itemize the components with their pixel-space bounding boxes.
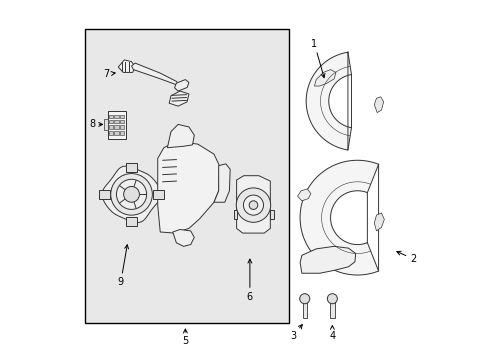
Polygon shape <box>373 97 383 113</box>
Bar <box>114 131 119 135</box>
Bar <box>329 301 334 318</box>
Polygon shape <box>158 141 219 233</box>
Polygon shape <box>314 69 335 86</box>
Polygon shape <box>233 211 237 220</box>
Bar <box>107 111 126 139</box>
Bar <box>109 131 113 135</box>
Polygon shape <box>373 213 384 231</box>
Text: 8: 8 <box>89 120 102 129</box>
Bar <box>120 131 124 135</box>
Bar <box>114 115 119 118</box>
Circle shape <box>243 195 263 215</box>
Bar <box>126 163 137 172</box>
Polygon shape <box>131 63 180 86</box>
Polygon shape <box>297 189 310 201</box>
Polygon shape <box>172 229 194 246</box>
Text: 6: 6 <box>246 259 252 302</box>
Circle shape <box>123 186 139 202</box>
Bar <box>120 115 124 118</box>
Text: 4: 4 <box>328 325 335 341</box>
Bar <box>153 190 163 199</box>
Bar <box>109 120 113 123</box>
Bar <box>120 126 124 129</box>
Polygon shape <box>236 176 270 233</box>
Text: 5: 5 <box>182 329 188 346</box>
Circle shape <box>249 201 257 210</box>
Bar <box>85 30 289 323</box>
Text: 7: 7 <box>103 69 115 79</box>
Bar <box>302 301 306 318</box>
Polygon shape <box>300 160 378 275</box>
Text: 2: 2 <box>396 251 415 264</box>
Text: 1: 1 <box>311 39 324 78</box>
Circle shape <box>116 179 146 210</box>
Polygon shape <box>102 166 161 222</box>
Polygon shape <box>169 91 188 106</box>
Polygon shape <box>270 211 273 220</box>
Polygon shape <box>305 52 351 150</box>
Circle shape <box>299 294 309 304</box>
Bar <box>114 126 119 129</box>
Circle shape <box>326 294 337 304</box>
Polygon shape <box>174 80 188 91</box>
Bar <box>109 126 113 129</box>
Bar <box>114 120 119 123</box>
Polygon shape <box>118 60 135 72</box>
Circle shape <box>236 188 270 222</box>
Bar <box>109 115 113 118</box>
Polygon shape <box>300 246 355 273</box>
Bar <box>99 190 110 199</box>
Bar <box>104 119 107 130</box>
Polygon shape <box>214 164 230 202</box>
Circle shape <box>110 174 152 215</box>
Bar <box>126 217 137 226</box>
Text: 3: 3 <box>289 325 302 341</box>
Polygon shape <box>167 125 194 148</box>
Bar <box>120 120 124 123</box>
Text: 9: 9 <box>118 245 128 287</box>
